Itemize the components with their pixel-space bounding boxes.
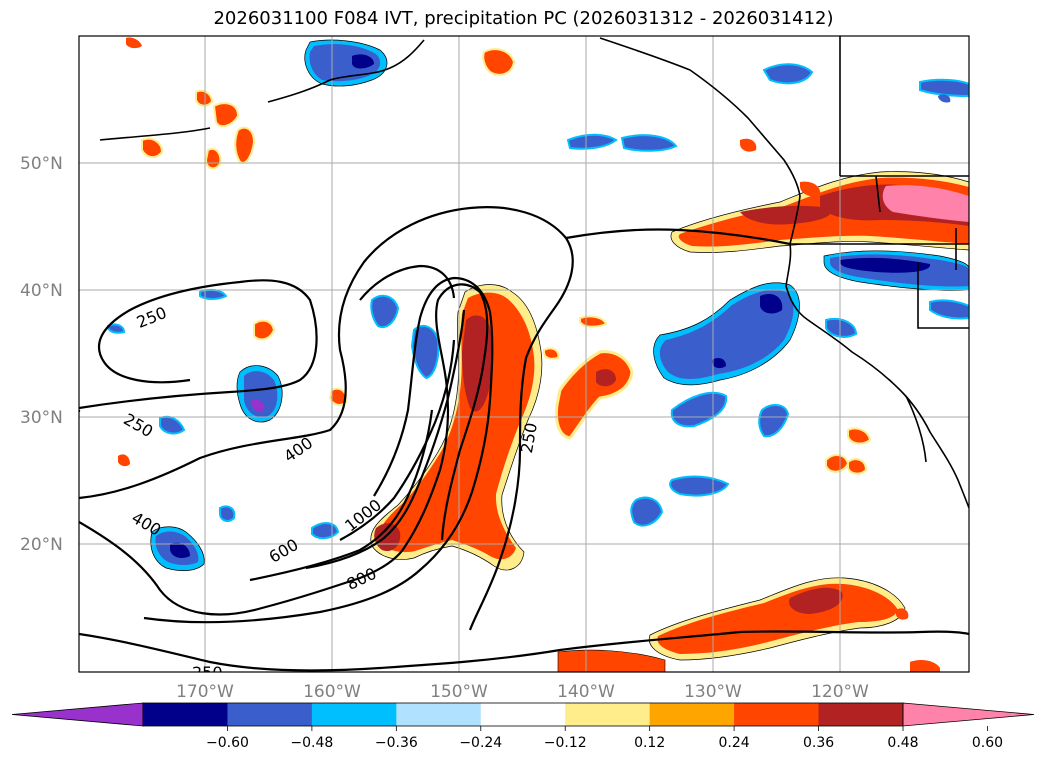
colorbar-tick-label: −0.24 bbox=[459, 735, 502, 751]
colorbar-tick-label: 0.60 bbox=[972, 735, 1003, 751]
lon-label-140w: 140°W bbox=[557, 682, 615, 702]
colorbar: −0.60 −0.48 −0.36 −0.24 −0.12 0.12 0.24 0.36 0.4… bbox=[11, 702, 1035, 751]
colorbar-tick-label: 0.24 bbox=[719, 735, 750, 751]
colorbar-segment bbox=[143, 703, 228, 726]
colorbar-segment bbox=[565, 703, 651, 726]
lat-label-40n: 40°N bbox=[20, 281, 63, 301]
lon-label-160w: 160°W bbox=[303, 682, 361, 702]
colorbar-tick-label: 0.48 bbox=[887, 735, 918, 751]
colorbar-extend-low bbox=[11, 702, 144, 727]
lon-label-170w: 170°W bbox=[176, 682, 234, 702]
latitude-labels: 50°N 40°N 30°N 20°N bbox=[20, 154, 63, 555]
map-plot-area: 250 250 250 400 400 600 800 1000 250 bbox=[79, 36, 969, 682]
colorbar-segment bbox=[818, 703, 904, 726]
colorbar-extend-high bbox=[902, 702, 1035, 727]
lat-label-20n: 20°N bbox=[20, 535, 63, 555]
lon-label-150w: 150°W bbox=[430, 682, 488, 702]
lon-label-130w: 130°W bbox=[684, 682, 742, 702]
colorbar-tick-label: 0.12 bbox=[634, 735, 665, 751]
colorbar-segment bbox=[396, 703, 482, 726]
colorbar-tick-label: −0.36 bbox=[375, 735, 418, 751]
lon-label-120w: 120°W bbox=[811, 682, 869, 702]
colorbar-segment bbox=[227, 703, 313, 726]
colorbar-tick-label: −0.12 bbox=[544, 735, 587, 751]
lat-label-50n: 50°N bbox=[20, 154, 63, 174]
map-title: 2026031100 F084 IVT, precipitation PC (2… bbox=[213, 8, 834, 29]
precip-negative-anomalies bbox=[107, 39, 969, 571]
lat-label-30n: 30°N bbox=[20, 408, 63, 428]
colorbar-frame bbox=[142, 702, 904, 727]
longitude-labels: 170°W 160°W 150°W 140°W 130°W 120°W bbox=[176, 682, 869, 702]
colorbar-segment bbox=[311, 703, 397, 726]
contour-label-250-south: 250 bbox=[192, 663, 223, 682]
coastlines bbox=[99, 36, 969, 509]
ivt-contours bbox=[79, 206, 969, 672]
colorbar-segment bbox=[734, 703, 820, 726]
colorbar-segment bbox=[649, 703, 735, 726]
map-frame bbox=[78, 35, 970, 673]
colorbar-segment bbox=[480, 703, 566, 726]
colorbar-tick-label: −0.60 bbox=[206, 735, 249, 751]
colorbar-tick-label: 0.36 bbox=[803, 735, 834, 751]
colorbar-tick-label: −0.48 bbox=[290, 735, 333, 751]
